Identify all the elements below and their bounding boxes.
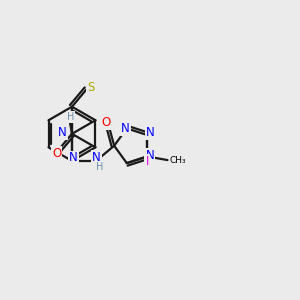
Text: N: N: [146, 126, 154, 139]
Text: N: N: [69, 152, 78, 164]
Text: H: H: [67, 112, 74, 122]
Text: N: N: [121, 122, 130, 135]
Text: N: N: [58, 126, 67, 139]
Text: S: S: [87, 81, 94, 94]
Text: CH₃: CH₃: [169, 156, 186, 165]
Text: O: O: [102, 116, 111, 129]
Text: N: N: [146, 148, 154, 161]
Text: O: O: [52, 147, 62, 160]
Text: I: I: [146, 155, 149, 168]
Text: H: H: [96, 162, 103, 172]
Text: i: i: [145, 155, 149, 168]
Text: N: N: [92, 151, 101, 164]
